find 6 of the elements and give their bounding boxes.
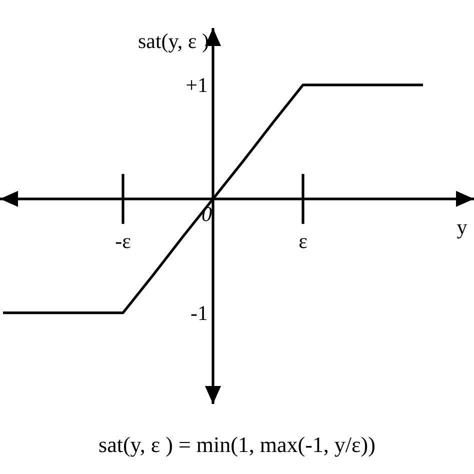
x-tick-label: -ε: [115, 228, 132, 253]
y-tick-label: -1: [190, 300, 208, 325]
y-tick-label: +1: [186, 72, 208, 97]
x-tick-label: ε: [298, 228, 308, 253]
text: sat(y, ε ) = min(1, max(-1, y/ε)): [98, 432, 376, 457]
x-axis-title: y: [456, 214, 468, 239]
